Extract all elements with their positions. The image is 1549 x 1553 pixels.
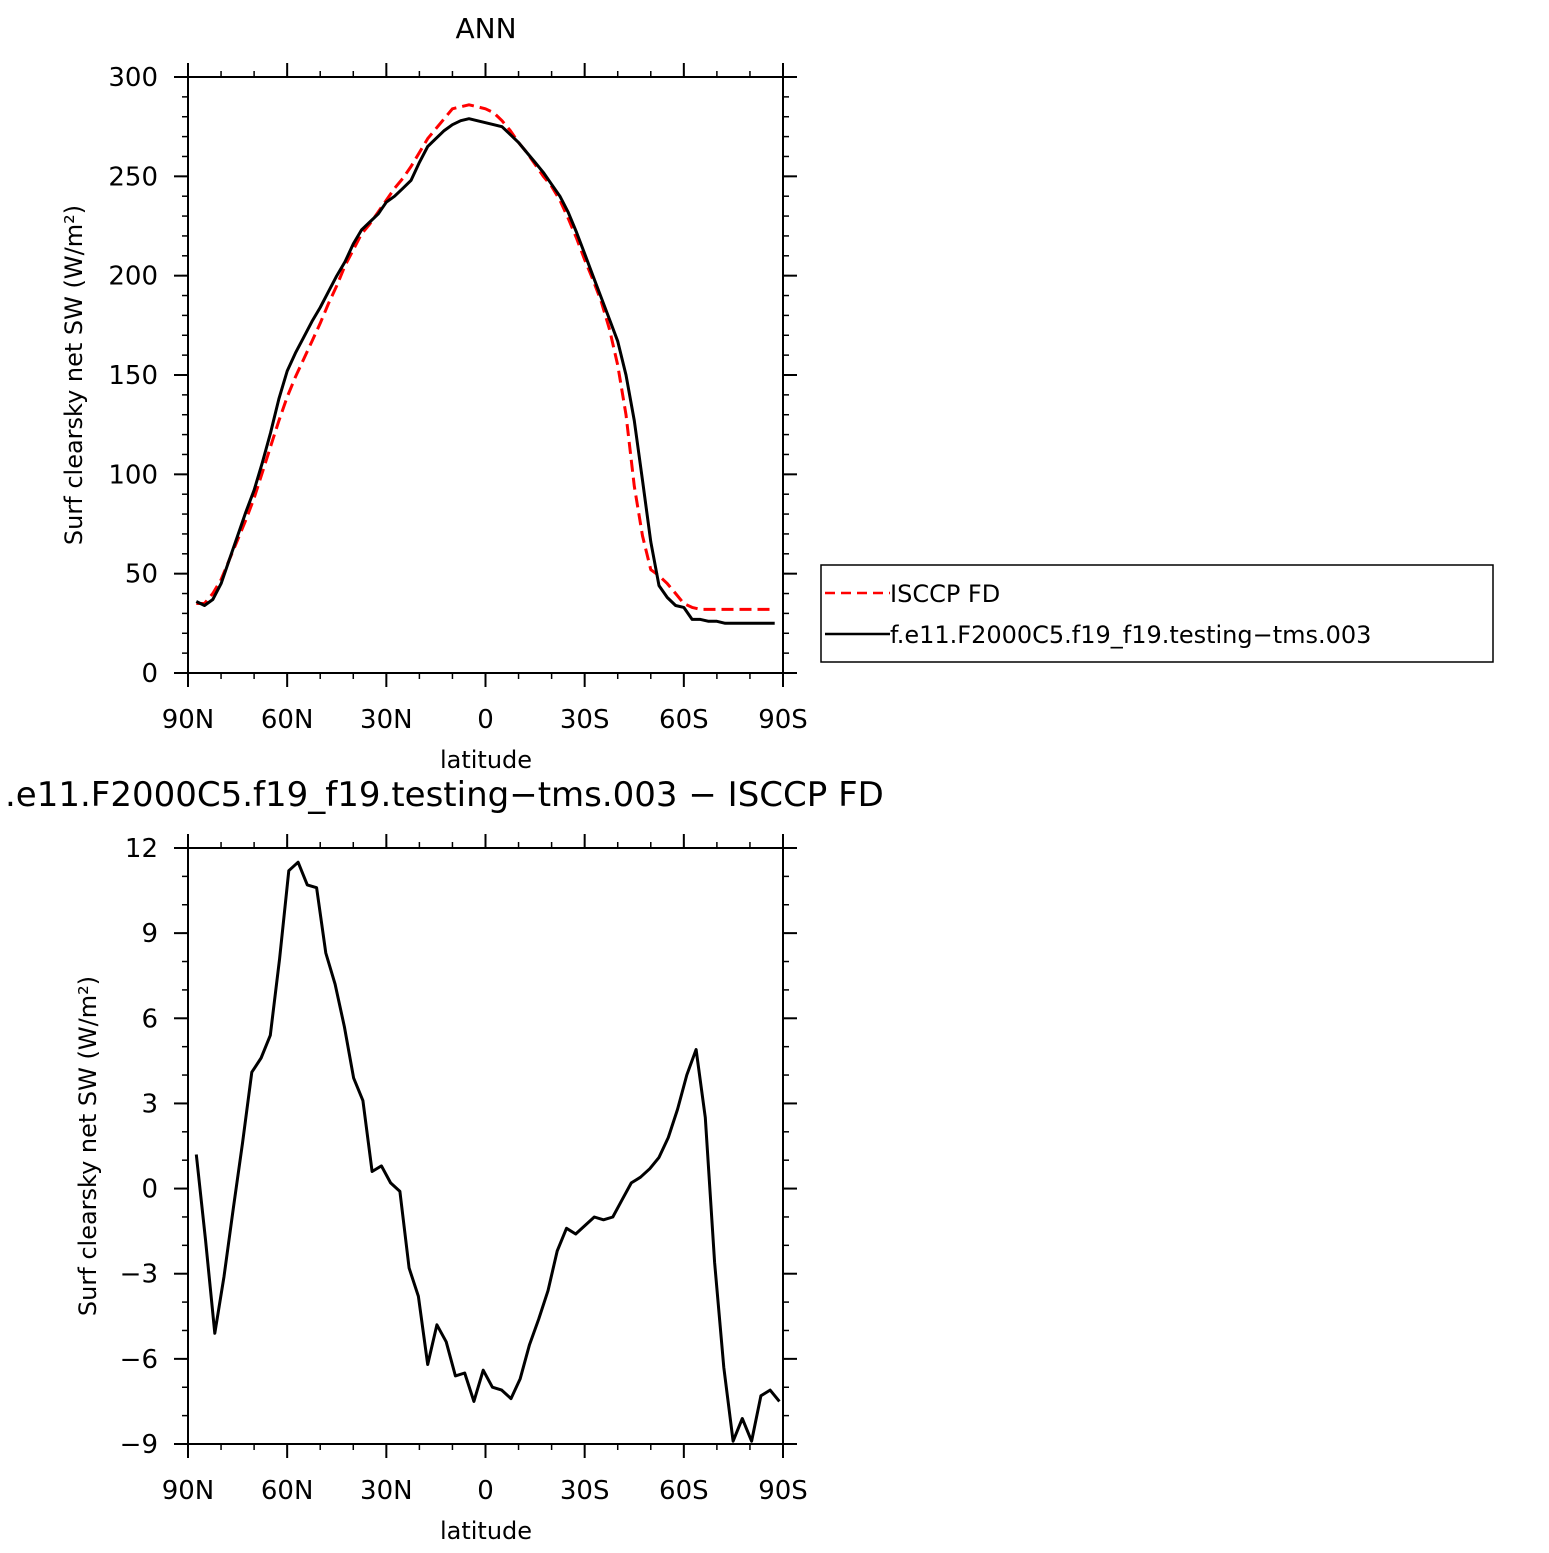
y-tick-label: 250 <box>108 162 158 192</box>
x-tick-label: 90S <box>758 1476 808 1506</box>
x-tick-label: 0 <box>477 705 494 735</box>
legend: ISCCP FD f.e11.F2000C5.f19_f19.testing−t… <box>820 564 1494 663</box>
x-tick-label: 30S <box>560 1476 610 1506</box>
bottom-x-axis-label: latitude <box>440 1517 532 1545</box>
top-plot-frame <box>187 76 784 674</box>
bottom-y-axis-label: Surf clearsky net SW (W/m²) <box>74 976 102 1316</box>
legend-label-isccp: ISCCP FD <box>890 580 1000 608</box>
y-tick-label: 0 <box>141 1175 158 1205</box>
x-tick-label: 30N <box>360 705 413 735</box>
bottom-minor-ticks <box>182 842 789 1450</box>
y-tick-label: 12 <box>125 834 158 864</box>
x-tick-label: 0 <box>477 1476 494 1506</box>
bottom-chart-title: .e11.F2000C5.f19_f19.testing−tms.003 − I… <box>5 775 884 815</box>
top-chart-title: ANN <box>455 12 516 45</box>
top-minor-ticks <box>182 71 789 679</box>
x-tick-label: 60N <box>261 705 314 735</box>
series-line-0 <box>194 860 781 1443</box>
x-tick-label: 90S <box>758 705 808 735</box>
top-x-axis-label: latitude <box>440 746 532 774</box>
y-tick-label: 150 <box>108 361 158 391</box>
x-tick-label: 60S <box>659 705 709 735</box>
legend-box <box>820 564 1494 663</box>
legend-label-model: f.e11.F2000C5.f19_f19.testing−tms.003 <box>890 621 1371 649</box>
y-tick-label: 3 <box>141 1089 158 1119</box>
top-y-axis-label: Surf clearsky net SW (W/m²) <box>60 205 88 545</box>
bottom-x-tick-labels: 90N 60N 30N 0 30S 60S 90S <box>162 1476 808 1506</box>
y-tick-label: 300 <box>108 63 158 93</box>
y-tick-label: 9 <box>141 919 158 949</box>
y-tick-label: −6 <box>120 1345 158 1375</box>
y-tick-label: −3 <box>120 1260 158 1290</box>
series-line-0 <box>196 103 775 611</box>
x-tick-label: 30N <box>360 1476 413 1506</box>
x-tick-label: 30S <box>560 705 610 735</box>
y-tick-label: 6 <box>141 1004 158 1034</box>
y-tick-label: 0 <box>141 659 158 689</box>
top-series-group <box>195 103 775 625</box>
bottom-y-tick-labels: −9 −6 −3 0 3 6 9 12 <box>120 834 158 1460</box>
x-tick-label: 90N <box>162 705 215 735</box>
bottom-series-group <box>194 860 781 1443</box>
x-tick-label: 60S <box>659 1476 709 1506</box>
y-tick-label: −9 <box>120 1430 158 1460</box>
bottom-major-ticks <box>174 834 797 1458</box>
series-line-1 <box>195 117 775 625</box>
top-major-ticks <box>174 63 797 687</box>
top-y-tick-labels: 0 50 100 150 200 250 300 <box>108 63 158 689</box>
y-tick-label: 50 <box>125 560 158 590</box>
x-tick-label: 90N <box>162 1476 215 1506</box>
bottom-plot-frame <box>187 847 784 1445</box>
top-x-tick-labels: 90N 60N 30N 0 30S 60S 90S <box>162 705 808 735</box>
y-tick-label: 100 <box>108 460 158 490</box>
bottom-panel: .e11.F2000C5.f19_f19.testing−tms.003 − I… <box>5 775 884 1545</box>
x-tick-label: 60N <box>261 1476 314 1506</box>
y-tick-label: 200 <box>108 262 158 292</box>
